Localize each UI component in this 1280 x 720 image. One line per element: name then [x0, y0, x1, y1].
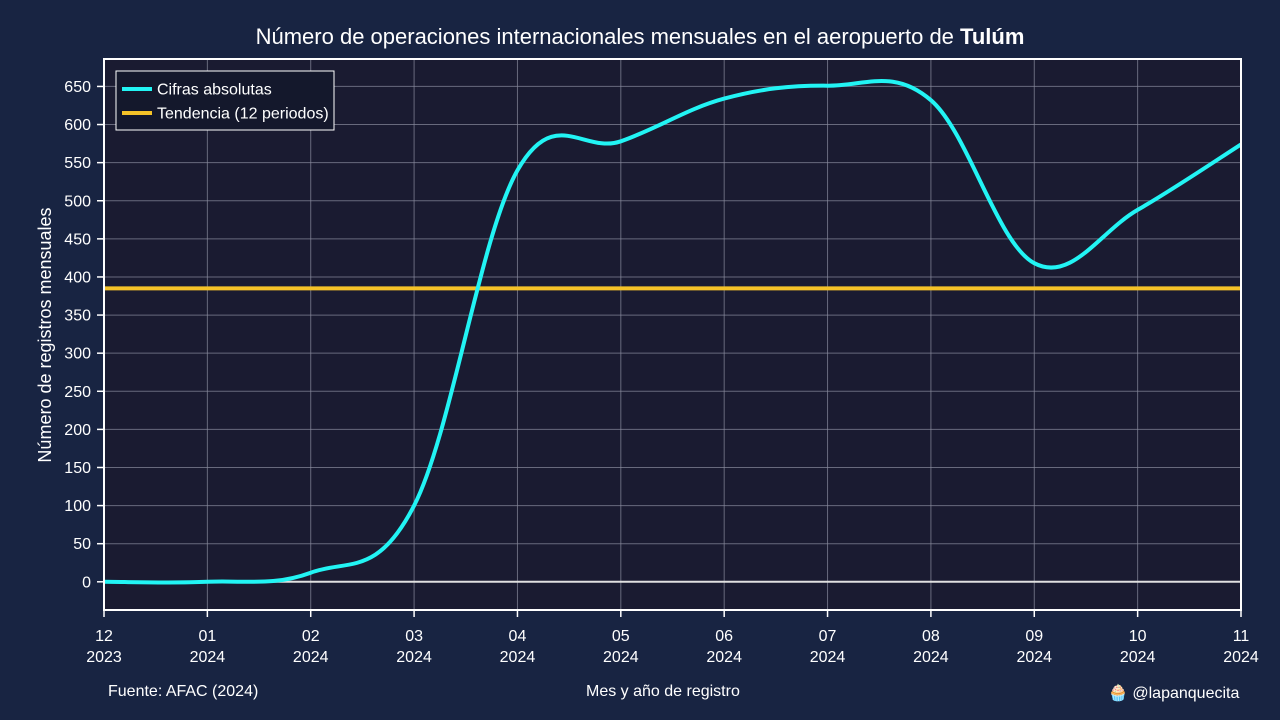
y-tick-label: 350 [64, 308, 91, 325]
plot-area [104, 59, 1241, 610]
y-tick-label: 50 [73, 536, 91, 553]
chart-title-place: Tulúm [960, 24, 1024, 49]
y-tick-label: 500 [64, 193, 91, 210]
x-tick-year: 2024 [603, 649, 639, 666]
y-axis-label: Número de registros mensuales [35, 207, 55, 462]
x-tick-month: 08 [922, 628, 940, 645]
legend-label: Tendencia (12 periodos) [157, 106, 329, 123]
y-tick-label: 150 [64, 460, 91, 477]
y-tick-label: 0 [82, 574, 91, 591]
x-tick-month: 05 [612, 628, 630, 645]
x-tick-year: 2024 [1120, 649, 1156, 666]
credit-handle: @lapanquecita [1132, 685, 1240, 702]
x-axis: 12 2023 01 2024 02 2024 03 2024 04 2024 05 2024 06 20… [86, 610, 1259, 666]
x-tick-year: 2023 [86, 649, 122, 666]
legend-label: Cifras absolutas [157, 82, 272, 99]
series-layer [103, 79, 1243, 585]
x-tick-month: 04 [509, 628, 527, 645]
y-tick-label: 650 [64, 79, 91, 96]
x-tick-month: 03 [405, 628, 423, 645]
x-tick-year: 2024 [1016, 649, 1052, 666]
x-tick-month: 10 [1129, 628, 1147, 645]
x-axis-label: Mes y año de registro [586, 683, 740, 700]
x-tick-year: 2024 [913, 649, 949, 666]
y-tick-label: 600 [64, 117, 91, 134]
x-tick-month: 09 [1025, 628, 1043, 645]
chart-title-main: Número de operaciones internacionales me… [256, 24, 960, 49]
y-tick-label: 200 [64, 422, 91, 439]
x-tick-month: 07 [819, 628, 837, 645]
x-tick-month: 02 [302, 628, 320, 645]
y-tick-label: 550 [64, 155, 91, 172]
plot-frame [103, 58, 1242, 611]
x-tick-year: 2024 [396, 649, 432, 666]
chart-title: Número de operaciones internacionales me… [256, 24, 1025, 49]
x-tick-month: 01 [198, 628, 216, 645]
series-line-cifras-absolutas [103, 79, 1243, 585]
x-tick-year: 2024 [1223, 649, 1259, 666]
y-tick-label: 300 [64, 346, 91, 363]
y-tick-label: 450 [64, 231, 91, 248]
source-note: Fuente: AFAC (2024) [108, 683, 259, 700]
x-tick-year: 2024 [500, 649, 536, 666]
y-axis: 0 50 100 150 200 250 300 350 400 450 500 550 600 650 [64, 79, 104, 591]
x-tick-month: 06 [715, 628, 733, 645]
x-tick-month: 11 [1233, 628, 1250, 645]
x-tick-year: 2024 [190, 649, 226, 666]
y-tick-label: 100 [64, 498, 91, 515]
x-tick-year: 2024 [293, 649, 329, 666]
x-tick-month: 12 [95, 628, 113, 645]
legend-box [115, 70, 335, 131]
cupcake-icon: 🧁 [1108, 685, 1128, 702]
x-tick-year: 2024 [706, 649, 742, 666]
x-tick-year: 2024 [810, 649, 846, 666]
y-tick-label: 400 [64, 269, 91, 286]
legend: Cifras absolutas Tendencia (12 periodos) [115, 70, 335, 131]
y-tick-label: 250 [64, 384, 91, 401]
credit: 🧁 @lapanquecita [1108, 683, 1239, 703]
